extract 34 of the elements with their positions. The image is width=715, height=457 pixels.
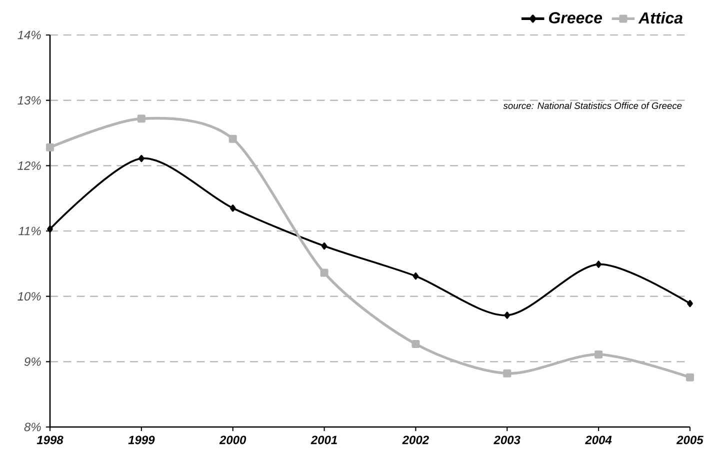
point	[46, 143, 54, 152]
y-tick-label: 10%	[18, 292, 41, 301]
y-tick-label: 12%	[18, 161, 41, 170]
legend-label: Attica	[638, 12, 683, 24]
x-tick-label: 1999	[128, 436, 155, 444]
legend-label: Greece	[549, 12, 602, 24]
y-tick-label: 13%	[18, 96, 41, 105]
annotation: source: National Statistics Office of Greece	[503, 102, 682, 109]
point	[412, 272, 419, 280]
point	[320, 268, 328, 277]
point	[321, 242, 328, 250]
point	[503, 369, 512, 378]
y-tick-label: 11%	[18, 226, 41, 236]
point	[228, 134, 237, 143]
point	[47, 225, 53, 233]
x-tick-label: 2003	[494, 436, 520, 444]
point	[412, 340, 420, 348]
y-tick-label: 14%	[18, 30, 41, 40]
x-tick-label: 2004	[585, 436, 612, 444]
x-tick-label: 2000	[219, 436, 246, 444]
x-tick-label: 2005	[676, 436, 704, 444]
x-tick-label: 1998	[36, 436, 64, 444]
point	[230, 204, 236, 212]
point	[686, 373, 694, 382]
x-tick-label: 2002	[402, 436, 429, 444]
point	[687, 300, 693, 308]
y-tick-label: 9%	[24, 357, 41, 366]
point	[138, 154, 144, 162]
x-tick-label: 2001	[310, 436, 337, 444]
y-tick-label: 8%	[24, 422, 41, 432]
point	[504, 312, 510, 319]
point	[596, 260, 602, 268]
point	[137, 114, 146, 123]
point	[594, 350, 603, 358]
